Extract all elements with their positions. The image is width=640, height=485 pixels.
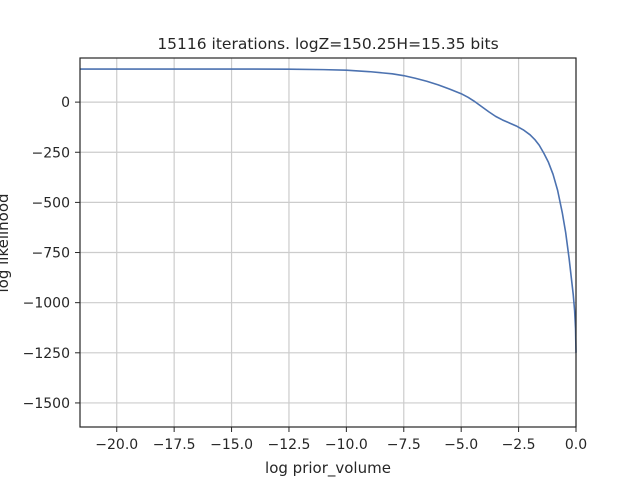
x-tick-label: −5.0 [444, 437, 478, 453]
y-tick-label: −500 [32, 195, 70, 211]
x-tick-label: −10.0 [325, 437, 368, 453]
x-tick-label: 0.0 [565, 437, 587, 453]
axes-frame [79, 57, 577, 428]
x-tick-label: −15.0 [210, 437, 253, 453]
y-tick-label: −1000 [23, 296, 70, 312]
grid-lines [80, 58, 577, 427]
x-tick-label: −17.5 [153, 437, 196, 453]
axes-border [79, 57, 577, 428]
tick-labels: −20.0 −17.5 −15.0 −12.5 −10.0 −7.5 −5.0 −2.5 0.0… [23, 95, 587, 453]
y-tick-label: −1250 [23, 346, 70, 362]
x-axis-label: log prior_volume [265, 459, 391, 478]
x-tick-label: −7.5 [387, 437, 421, 453]
x-tick-label: −12.5 [268, 437, 311, 453]
y-tick-label: −1500 [23, 396, 70, 412]
chart-title: 15116 iterations. logZ=150.25H=15.35 bit… [157, 35, 498, 53]
y-tick-label: −750 [32, 246, 70, 262]
y-tick-label: 0 [61, 95, 70, 111]
series-layer [80, 68, 577, 353]
x-tick-label: −2.5 [502, 437, 536, 453]
series-line [80, 68, 577, 353]
y-axis-label: log likelihood [0, 193, 12, 292]
x-tick-label: −20.0 [95, 437, 138, 453]
y-tick-label: −250 [32, 145, 70, 161]
